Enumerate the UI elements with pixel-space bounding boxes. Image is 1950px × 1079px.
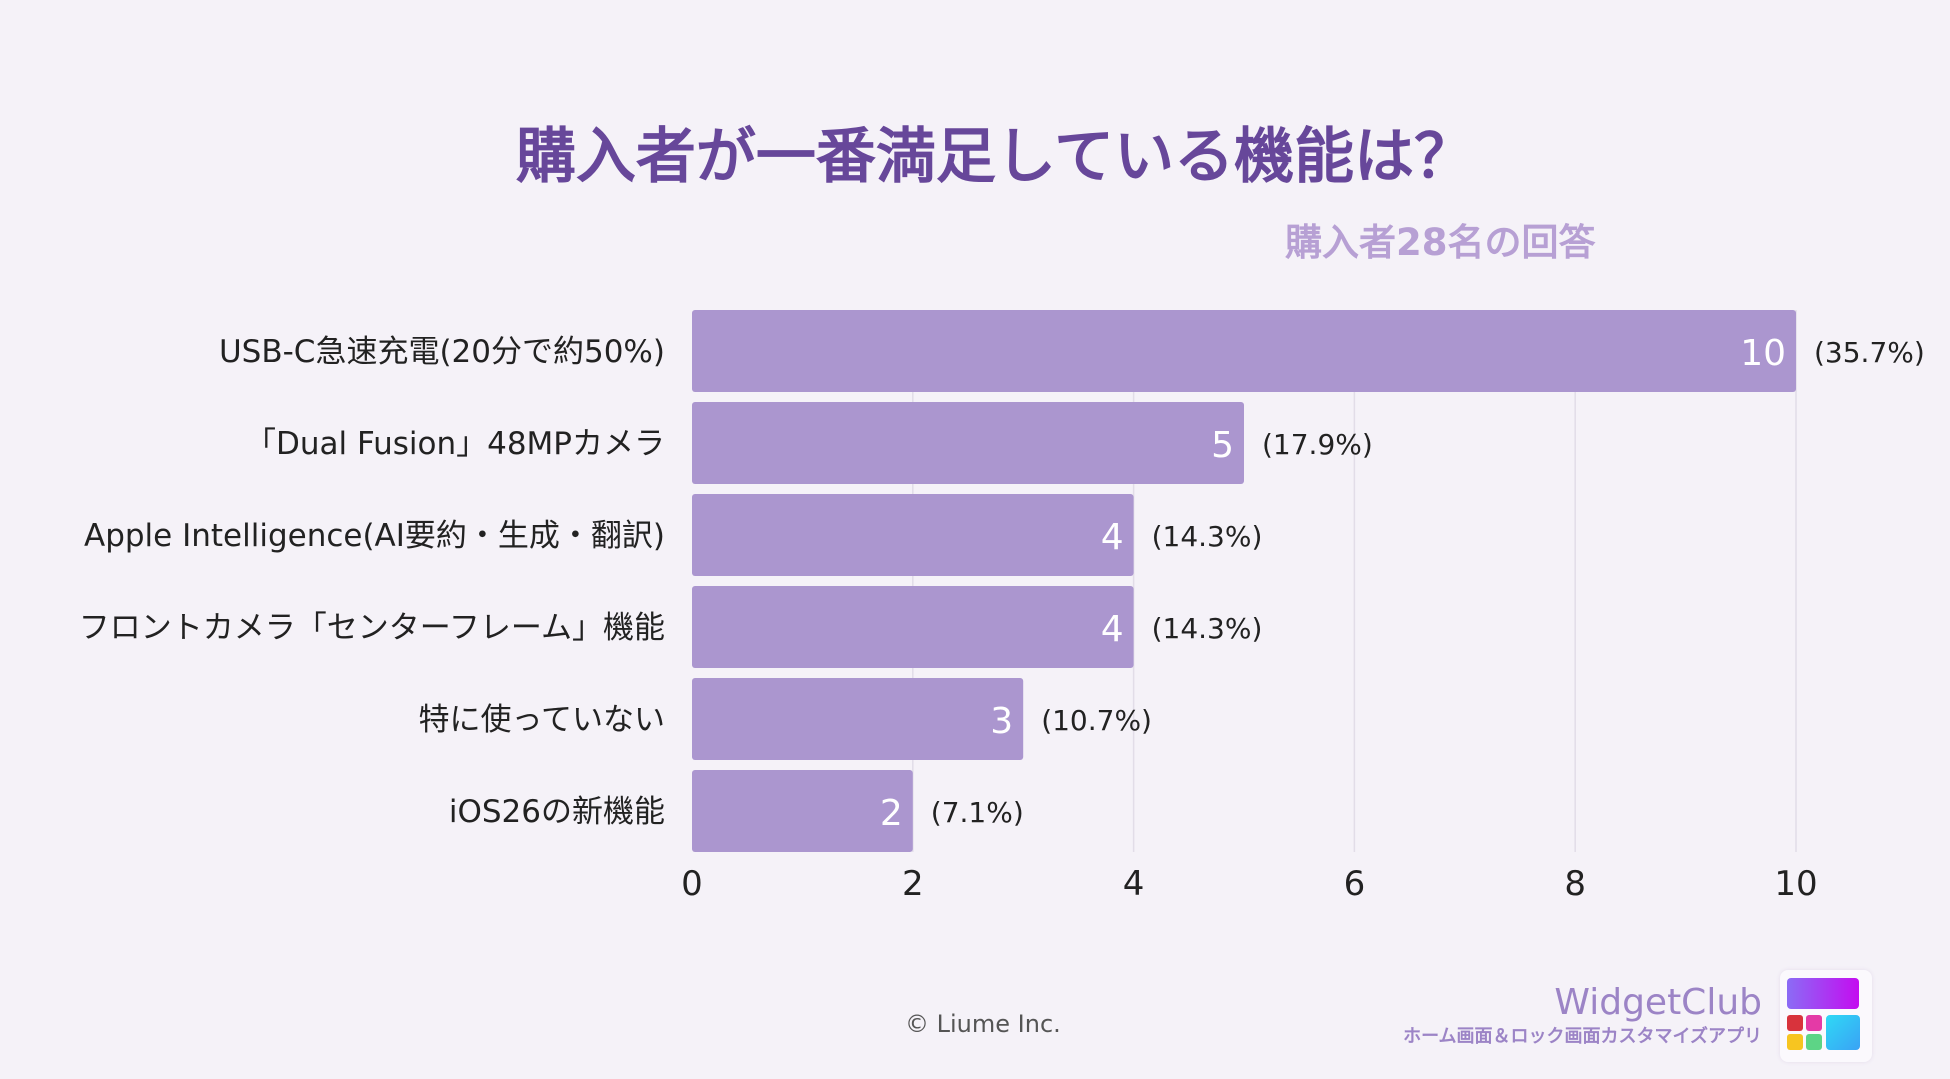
bar [692,402,1244,484]
x-tick-label: 6 [1344,864,1366,904]
bar-value-label: 4 [1101,609,1124,650]
bar [692,310,1796,392]
chart-subtitle: 購入者28名の回答 [1285,221,1596,264]
bar [692,678,1024,760]
category-label: 「Dual Fusion」48MPカメラ [245,426,665,462]
percent-label: (35.7%) [1814,336,1925,369]
x-tick-label: 8 [1564,864,1586,904]
x-tick-label: 4 [1123,864,1145,904]
bar-value-label: 4 [1101,517,1124,558]
category-label: iOS26の新機能 [449,794,665,830]
bar-value-label: 3 [990,701,1013,742]
bar [692,770,913,852]
bar-value-label: 5 [1211,425,1234,466]
chart-title: 購入者が一番満足している機能は？ [515,122,1475,192]
percent-label: (7.1%) [931,796,1024,829]
percent-label: (14.3%) [1152,520,1263,553]
x-tick-label: 10 [1774,864,1817,904]
percent-label: (10.7%) [1041,704,1152,737]
category-label: フロントカメラ「センターフレーム」機能 [79,610,665,646]
bar-value-label: 10 [1740,333,1786,374]
bar-value-label: 2 [880,793,903,834]
x-tick-label: 0 [681,864,703,904]
x-tick-label: 2 [902,864,924,904]
percent-label: (14.3%) [1152,612,1263,645]
category-label: Apple Intelligence(AI要約・生成・翻訳) [84,518,665,554]
brand-name: WidgetClub [1554,982,1762,1023]
category-label: 特に使っていない [419,702,665,738]
percent-label: (17.9%) [1262,428,1373,461]
widgetclub-logo-icon [1780,970,1872,1062]
brand-tagline: ホーム画面＆ロック画面カスタマイズアプリ [1403,1026,1762,1047]
copyright: © Liume Inc. [905,1010,1061,1038]
bar [692,586,1134,668]
bar [692,494,1134,576]
category-label: USB-C急速充電(20分で約50%) [219,334,665,370]
